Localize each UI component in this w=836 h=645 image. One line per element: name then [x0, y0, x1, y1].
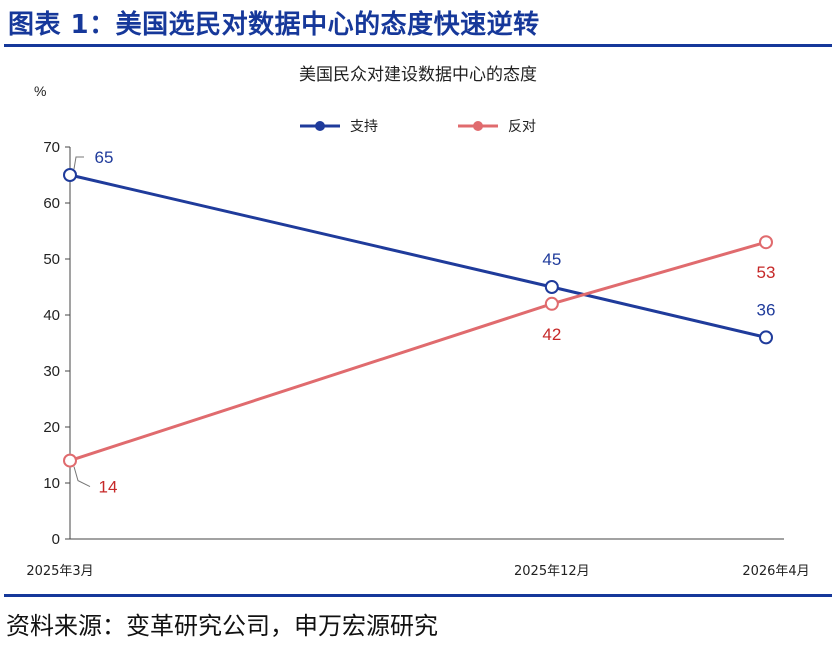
data-point — [63, 168, 77, 182]
y-tick-label: 70 — [43, 139, 60, 156]
x-tick-label: 2026年4月 — [742, 564, 809, 579]
source-note: 资料来源：变革研究公司，申万宏源研究 — [6, 612, 438, 640]
title-divider — [4, 44, 832, 47]
line-chart: 美国民众对建设数据中心的态度 % 0 10 20 30 40 50 60 70 2025年3月… — [26, 65, 809, 579]
data-label: 14 — [99, 478, 118, 497]
data-label: 53 — [757, 263, 776, 282]
data-point — [544, 296, 559, 311]
legend-swatch-marker — [315, 121, 325, 131]
series-line — [69, 240, 767, 463]
x-ticks: 2025年3月 2025年12月 2026年4月 — [26, 564, 809, 579]
data-point — [544, 280, 559, 294]
y-axis-unit: % — [34, 83, 46, 99]
data-label: 65 — [95, 148, 114, 167]
figure-title: 图表 1：美国选民对数据中心的态度快速逆转 — [8, 10, 540, 40]
y-tick-label: 0 — [52, 531, 60, 548]
label-leader — [73, 466, 91, 488]
y-tick-label: 50 — [43, 251, 60, 268]
data-label: 36 — [757, 300, 776, 319]
label-leader — [73, 156, 84, 170]
series-layer: 65 45 36 14 42 53 — [63, 148, 776, 497]
y-tick-label: 30 — [43, 363, 60, 380]
source-divider — [4, 594, 832, 597]
x-tick-label: 2025年12月 — [514, 564, 590, 579]
y-tick-label: 10 — [43, 475, 60, 492]
axes — [69, 147, 784, 540]
legend-swatch-marker — [473, 121, 483, 131]
y-tick-label: 60 — [43, 195, 60, 212]
data-point — [63, 453, 77, 468]
data-point — [759, 330, 773, 345]
y-tick-label: 40 — [43, 307, 60, 324]
data-label: 42 — [542, 325, 561, 344]
x-tick-label: 2025年3月 — [26, 564, 93, 579]
chart-title: 美国民众对建设数据中心的态度 — [299, 65, 537, 85]
legend-label: 反对 — [508, 119, 536, 135]
series-support: 65 45 36 — [63, 148, 776, 345]
series-line — [69, 173, 767, 339]
series-oppose: 14 42 53 — [63, 235, 776, 497]
y-tick-label: 20 — [43, 419, 60, 436]
legend: 支持 反对 — [300, 119, 536, 135]
data-label: 45 — [542, 250, 561, 269]
y-ticks: 0 10 20 30 40 50 60 70 — [43, 139, 70, 548]
data-point — [759, 235, 773, 250]
legend-label: 支持 — [350, 119, 378, 135]
